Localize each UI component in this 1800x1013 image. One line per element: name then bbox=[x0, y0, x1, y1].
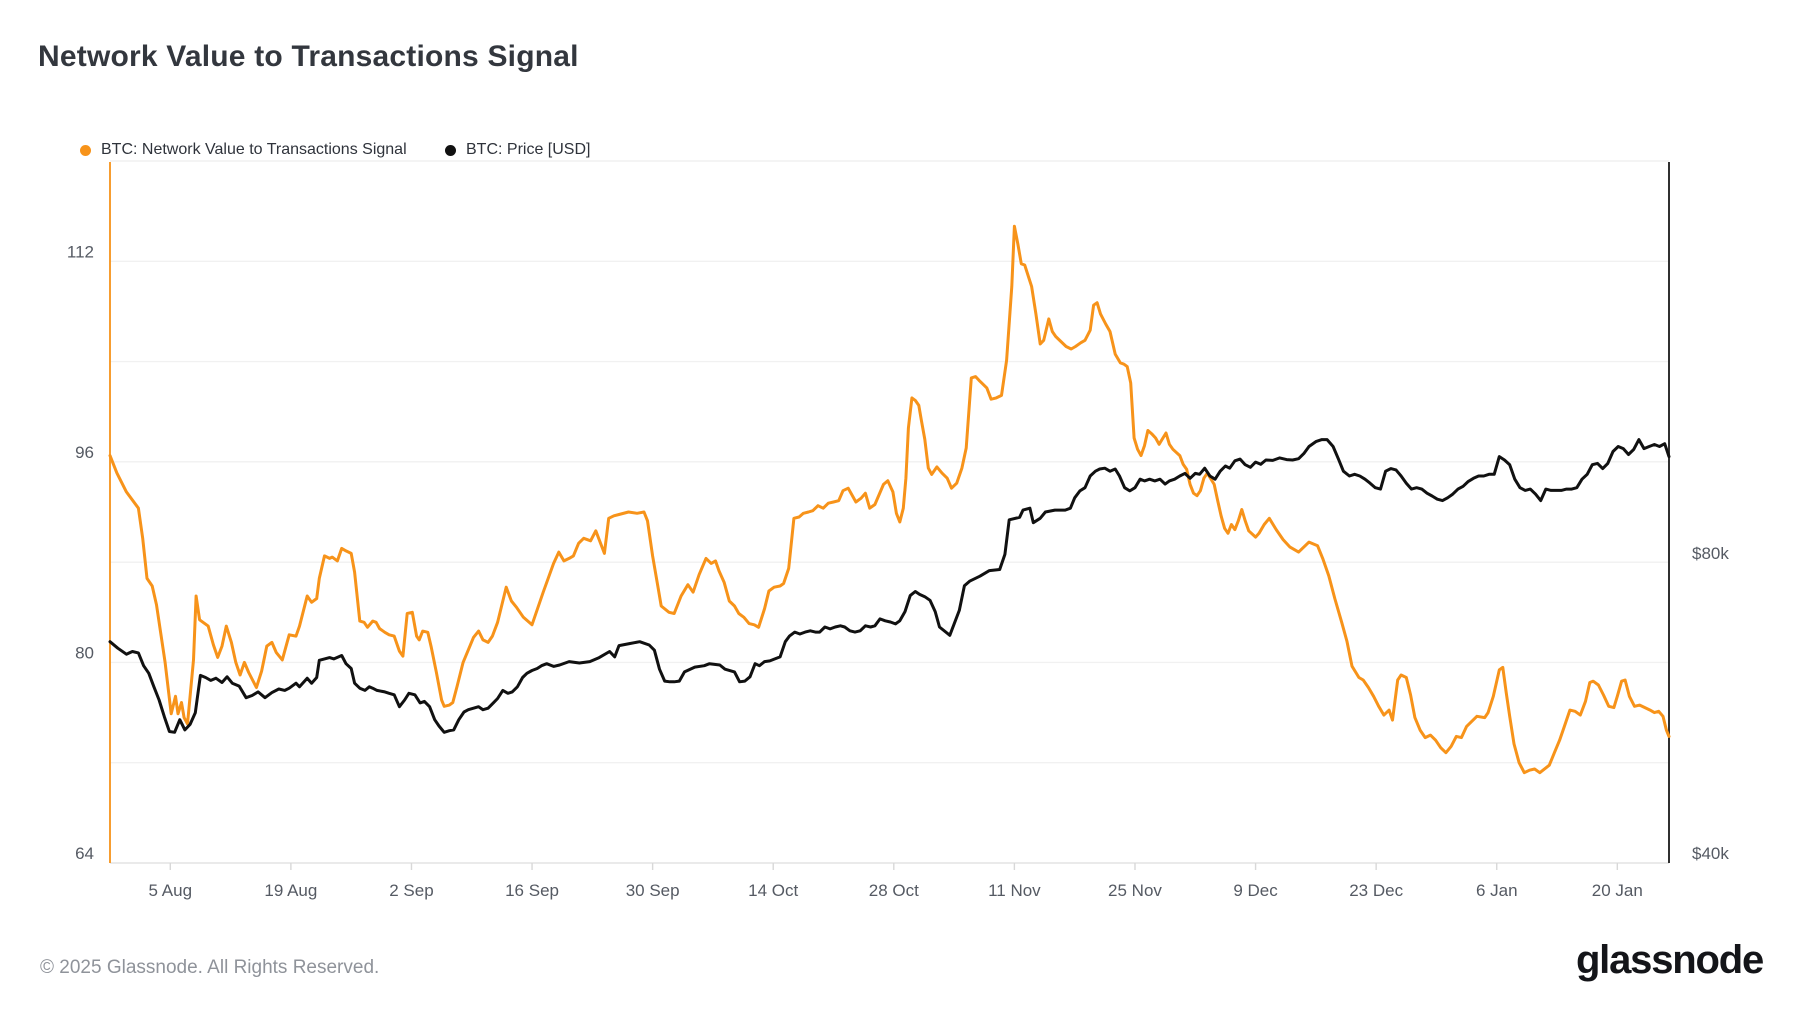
x-tick-label: 11 Nov bbox=[988, 881, 1041, 900]
copyright-text: © 2025 Glassnode. All Rights Reserved. bbox=[40, 957, 380, 978]
legend-dot-orange-icon bbox=[80, 144, 91, 156]
btc-price-line[interactable] bbox=[108, 438, 1671, 734]
x-tick-label: 16 Sep bbox=[505, 881, 559, 900]
legend-label: BTC: Network Value to Transactions Signa… bbox=[101, 141, 407, 158]
chart-legend: BTC: Network Value to Transactions Signa… bbox=[0, 140, 1800, 160]
legend-item-nvt-signal[interactable]: BTC: Network Value to Transactions Signa… bbox=[80, 140, 407, 160]
y-left-label: 64 bbox=[75, 844, 94, 863]
y-left-label: 112 bbox=[67, 242, 94, 261]
y-right-label: $80k bbox=[1692, 544, 1729, 563]
x-tick-label: 19 Aug bbox=[264, 881, 317, 900]
x-tick-label: 25 Nov bbox=[1108, 881, 1162, 900]
x-tick-label: 23 Dec bbox=[1349, 881, 1403, 900]
legend-label: BTC: Price [USD] bbox=[466, 141, 591, 158]
legend-dot-black-icon bbox=[445, 144, 456, 156]
x-tick-label: 9 Dec bbox=[1233, 881, 1278, 900]
x-tick-label: 28 Oct bbox=[869, 881, 919, 900]
x-tick-label: 2 Sep bbox=[389, 881, 433, 900]
x-tick-label: 30 Sep bbox=[626, 881, 680, 900]
y-left-label: 96 bbox=[75, 443, 94, 462]
glassnode-logo: glassnode bbox=[1575, 938, 1764, 982]
legend-item-price[interactable]: BTC: Price [USD] bbox=[445, 140, 590, 160]
x-tick-label: 6 Jan bbox=[1476, 881, 1518, 900]
x-tick-label: 14 Oct bbox=[748, 881, 798, 900]
x-tick-label: 5 Aug bbox=[149, 881, 193, 900]
x-tick-label: 20 Jan bbox=[1592, 881, 1643, 900]
page-title: Network Value to Transactions Signal bbox=[38, 40, 579, 73]
y-left-label: 80 bbox=[75, 643, 94, 662]
y-right-label: $40k bbox=[1692, 844, 1729, 863]
nvt-signal-line[interactable] bbox=[108, 224, 1671, 775]
